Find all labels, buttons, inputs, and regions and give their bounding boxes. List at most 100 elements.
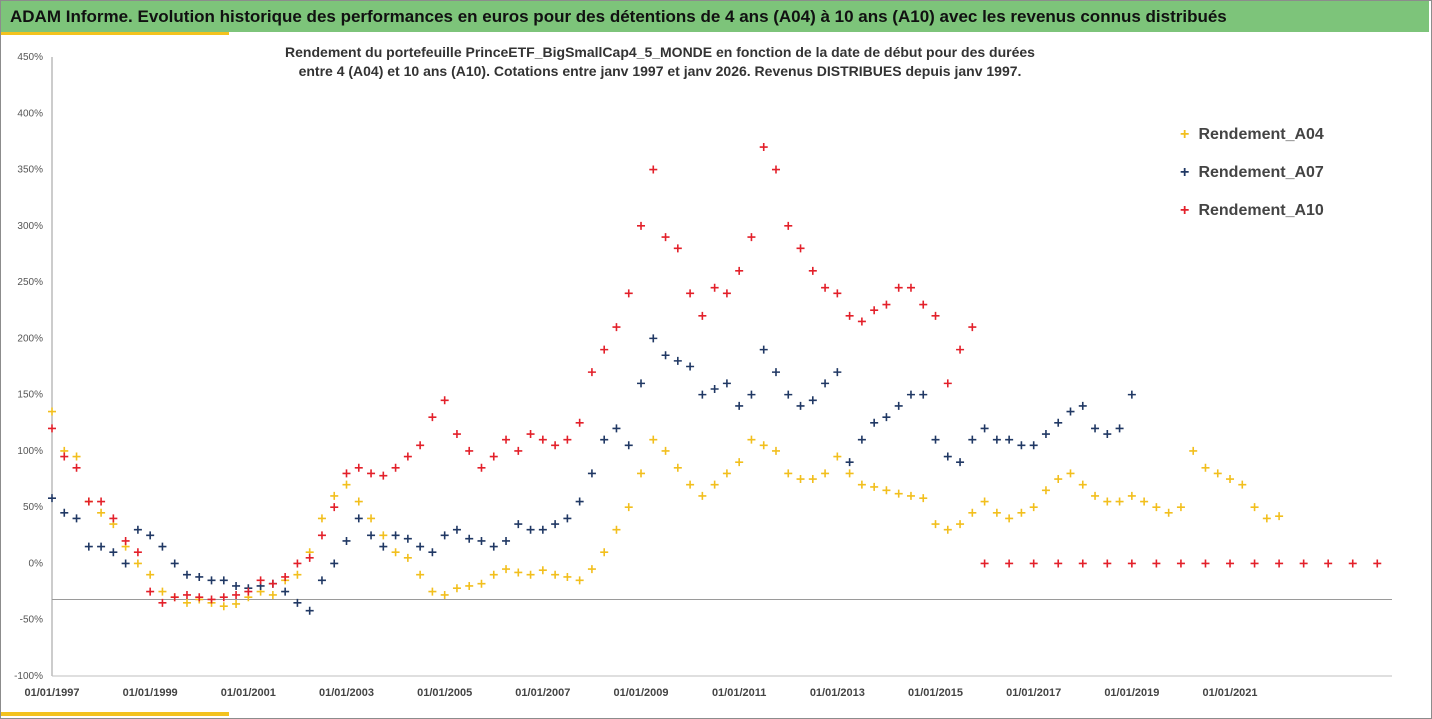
data-point-1: [1250, 503, 1259, 512]
data-point-4: [1127, 559, 1136, 568]
data-point-2: [722, 379, 731, 388]
data-point-2: [367, 531, 376, 540]
data-point-2: [60, 508, 69, 517]
data-point-1: [686, 480, 695, 489]
data-point-2: [845, 458, 854, 467]
data-point-2: [784, 390, 793, 399]
x-tick-label: 01/01/2019: [1104, 687, 1159, 699]
data-point-3: [452, 430, 461, 439]
data-point-1: [1189, 446, 1198, 455]
data-point-3: [97, 497, 106, 506]
data-point-3: [170, 593, 179, 602]
data-point-1: [514, 568, 523, 577]
data-point-3: [857, 317, 866, 326]
data-point-2: [563, 514, 572, 523]
data-point-1: [538, 566, 547, 575]
data-point-1: [489, 570, 498, 579]
data-point-2: [747, 390, 756, 399]
data-point-3: [784, 221, 793, 230]
data-point-1: [342, 480, 351, 489]
data-point-1: [158, 587, 167, 596]
data-point-3: [943, 379, 952, 388]
data-point-2: [48, 494, 56, 503]
data-point-1: [403, 553, 412, 562]
data-point-3: [526, 430, 535, 439]
data-point-3: [416, 441, 425, 450]
data-point-2: [637, 379, 646, 388]
data-point-3: [833, 289, 842, 298]
data-point-3: [60, 452, 69, 461]
data-point-3: [845, 311, 854, 320]
data-point-3: [538, 435, 547, 444]
data-point-3: [477, 463, 486, 472]
data-point-2: [612, 424, 621, 433]
data-point-3: [84, 497, 93, 506]
data-point-3: [968, 323, 977, 332]
data-point-2: [919, 390, 928, 399]
data-point-3: [882, 300, 891, 309]
data-point-2: [894, 401, 903, 410]
data-point-1: [182, 598, 191, 607]
data-point-1: [612, 525, 621, 534]
data-point-2: [281, 587, 290, 596]
data-point-2: [1078, 401, 1087, 410]
data-point-3: [379, 471, 388, 480]
x-tick-label: 01/01/1997: [24, 687, 79, 699]
data-point-3: [256, 576, 265, 585]
data-point-2: [992, 435, 1001, 444]
data-point-1: [1017, 508, 1026, 517]
x-tick-label: 01/01/2015: [908, 687, 963, 699]
legend-item-a07: + Rendement_A07: [1180, 164, 1324, 182]
data-point-3: [894, 283, 903, 292]
data-point-3: [342, 469, 351, 478]
y-tick-label: 200%: [17, 333, 43, 344]
data-point-1: [146, 570, 155, 579]
data-point-1: [1226, 475, 1235, 484]
data-point-1: [465, 581, 474, 590]
data-point-3: [661, 233, 670, 242]
data-point-1: [771, 446, 780, 455]
x-tick-label: 01/01/2017: [1006, 687, 1061, 699]
data-point-2: [354, 514, 363, 523]
page-title: ADAM Informe. Evolution historique des p…: [10, 7, 1227, 26]
data-point-1: [1213, 469, 1222, 478]
data-point-3: [722, 289, 731, 298]
data-point-3: [600, 345, 609, 354]
data-point-2: [833, 368, 842, 377]
data-point-3: [906, 283, 915, 292]
data-point-3: [317, 531, 326, 540]
data-point-4: [980, 559, 989, 568]
data-point-2: [182, 570, 191, 579]
data-point-3: [72, 463, 81, 472]
accent-bar-bottom: [1, 712, 229, 716]
data-point-1: [587, 565, 596, 574]
data-point-3: [759, 143, 768, 152]
data-point-3: [48, 424, 56, 433]
data-point-3: [514, 446, 523, 455]
data-point-2: [219, 576, 228, 585]
data-point-3: [391, 463, 400, 472]
data-point-1: [1115, 497, 1124, 506]
legend-marker-a10: +: [1180, 202, 1190, 219]
data-point-2: [526, 525, 535, 534]
data-point-2: [133, 525, 142, 534]
data-point-1: [845, 469, 854, 478]
data-point-2: [391, 531, 400, 540]
data-point-2: [84, 542, 93, 551]
data-point-1: [661, 446, 670, 455]
data-point-2: [330, 559, 339, 568]
data-point-3: [403, 452, 412, 461]
data-point-1: [502, 565, 511, 574]
data-point-3: [281, 572, 290, 581]
x-tick-label: 01/01/2001: [221, 687, 276, 699]
data-point-2: [735, 401, 744, 410]
y-tick-label: -50%: [20, 615, 43, 626]
data-point-2: [195, 572, 204, 581]
data-point-1: [710, 480, 719, 489]
data-point-2: [686, 362, 695, 371]
data-point-1: [293, 570, 302, 579]
data-point-3: [870, 306, 879, 315]
data-point-1: [882, 486, 891, 495]
data-point-3: [195, 593, 204, 602]
data-point-2: [624, 441, 633, 450]
